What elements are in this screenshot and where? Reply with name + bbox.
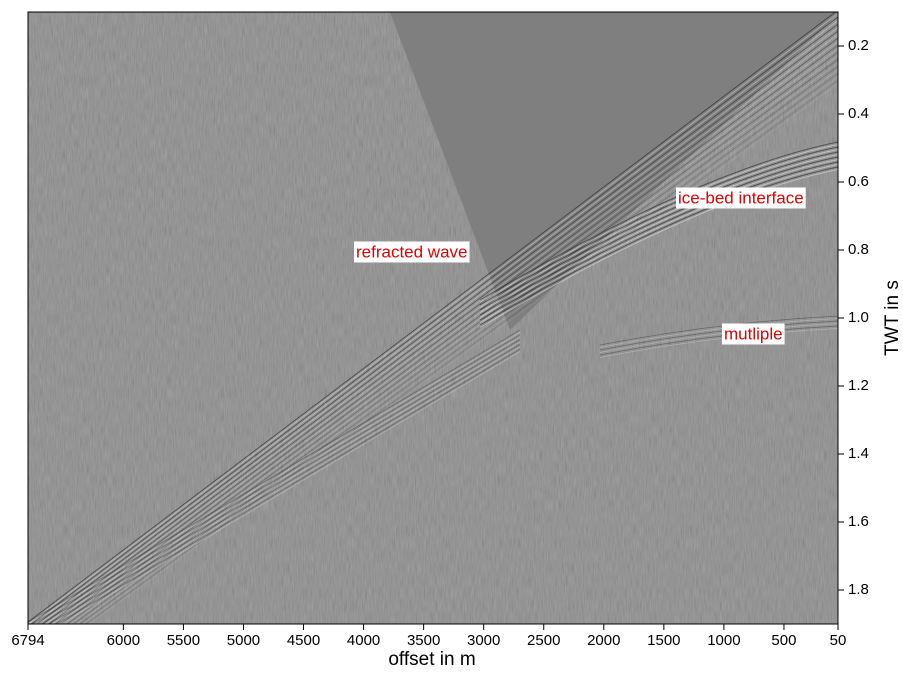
- x-tick-label: 4000: [347, 632, 380, 649]
- x-tick-label: 6000: [107, 632, 140, 649]
- ice-bed-stripe: [479, 159, 838, 318]
- second-stripe: [28, 332, 521, 624]
- refraction-stripe: [28, 13, 838, 624]
- refraction-stripe: [51, 41, 838, 624]
- annotation: ice-bed interface: [678, 188, 804, 207]
- refraction-stripe: [85, 80, 838, 624]
- y-tick-label: 0.2: [848, 37, 869, 54]
- x-tick-label: 5500: [167, 632, 200, 649]
- x-tick-label: 3000: [467, 632, 500, 649]
- ice-bed-stripe: [479, 166, 838, 326]
- x-tick-label: 2500: [527, 632, 560, 649]
- refraction-stripe: [54, 44, 838, 624]
- refraction-stripe: [66, 58, 838, 624]
- refraction-stripe: [88, 83, 838, 624]
- y-tick-label: 1.8: [848, 581, 869, 598]
- annotation: mutliple: [724, 324, 783, 343]
- x-tick-label: 2000: [587, 632, 620, 649]
- refraction-stripe: [82, 76, 838, 624]
- refraction-stripe: [36, 23, 838, 624]
- y-axis-label: TWT in s: [882, 280, 903, 356]
- x-tick-label: 3500: [407, 632, 440, 649]
- y-tick-label: 1.2: [848, 377, 869, 394]
- second-stripe: [35, 336, 521, 624]
- x-tick-label: 6794: [11, 632, 44, 649]
- multiple-stripe: [599, 325, 838, 356]
- refraction-stripe: [72, 65, 838, 624]
- annotation-box: [354, 241, 470, 263]
- annotation: refracted wave: [356, 242, 468, 261]
- seismic-section: [28, 12, 838, 624]
- multiple-stripe: [599, 315, 838, 346]
- refraction-stripe: [69, 62, 838, 624]
- muted-zone: [390, 12, 838, 330]
- second-stripe: [48, 344, 521, 624]
- x-tick-label: 50: [830, 632, 847, 649]
- y-tick-label: 1.4: [848, 445, 869, 462]
- refraction-stripe: [57, 48, 838, 624]
- x-tick-label: 1000: [707, 632, 740, 649]
- refraction-stripe: [60, 51, 838, 624]
- ice-bed-stripe: [479, 156, 838, 316]
- second-stripe: [31, 334, 521, 624]
- multiple-stripe: [599, 320, 838, 351]
- refraction-stripe: [30, 16, 838, 624]
- x-tick-label: 1500: [647, 632, 680, 649]
- second-stripe: [40, 339, 521, 624]
- x-tick-label: 4500: [287, 632, 320, 649]
- refraction-stripe: [42, 30, 838, 624]
- y-tick-label: 1.6: [848, 513, 869, 530]
- wavefronts: [28, 12, 838, 624]
- refraction-stripe: [45, 34, 838, 624]
- ice-bed-stripe: [479, 161, 838, 321]
- refraction-stripe: [48, 37, 838, 624]
- second-stripe: [28, 329, 521, 623]
- y-tick-label: 1.0: [848, 309, 869, 326]
- x-axis-label: offset in m: [388, 649, 475, 670]
- ice-bed-stripe: [479, 164, 838, 323]
- refraction-stripe: [63, 55, 838, 624]
- second-stripe: [52, 346, 521, 624]
- multiple-stripe: [599, 323, 838, 353]
- x-tick-label: 500: [771, 632, 796, 649]
- ice-bed-stripe: [479, 169, 838, 328]
- multiple-stripe: [599, 328, 838, 358]
- refraction-stripe: [39, 27, 838, 624]
- second-stripe: [60, 351, 521, 624]
- refraction-stripe: [79, 72, 838, 624]
- refraction-stripe: [75, 69, 838, 624]
- second-stripe: [44, 341, 521, 624]
- x-tick-label: 5000: [227, 632, 260, 649]
- second-stripe: [56, 348, 521, 624]
- annotation-box: [676, 187, 806, 209]
- y-tick-label: 0.8: [848, 241, 869, 258]
- annotation-box: [722, 323, 785, 345]
- refraction-stripe: [28, 12, 837, 623]
- refraction-stripe: [33, 20, 838, 624]
- multiple-stripe: [599, 318, 838, 348]
- y-tick-label: 0.6: [848, 173, 869, 190]
- y-tick-label: 0.4: [848, 105, 869, 122]
